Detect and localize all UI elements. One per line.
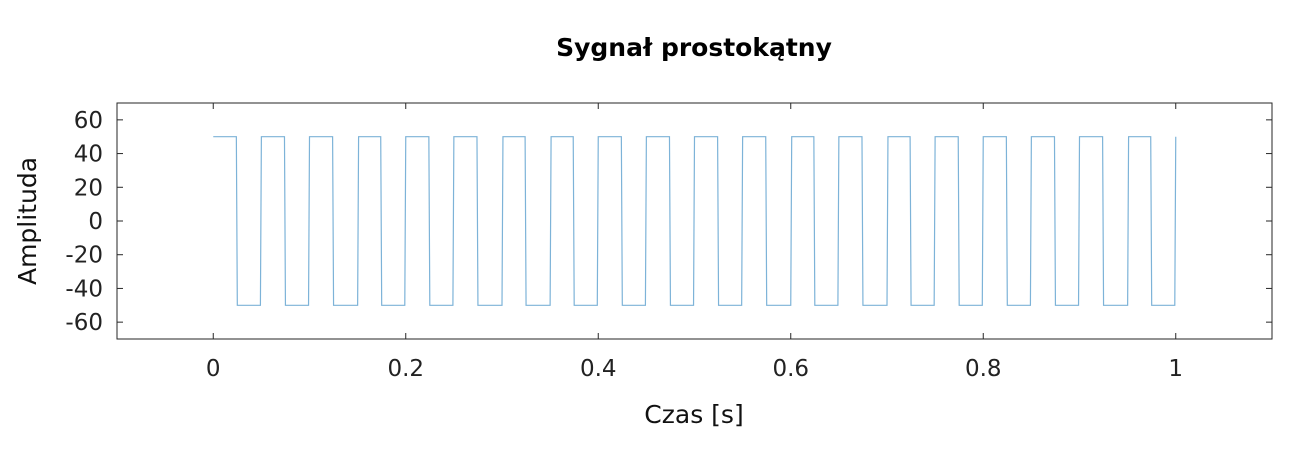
series-layer [213,136,1177,306]
x-tick-label: 0.2 [387,356,424,382]
x-tick-label: 0.8 [965,356,1002,382]
y-tick-label: -20 [65,243,103,269]
series-line [213,136,1177,306]
y-tick-label: -60 [65,310,103,336]
x-tick-label: 1 [1168,356,1183,382]
x-axis-ticks: 0 0.2 0.4 0.6 0.8 1 [206,103,1183,382]
x-axis-label: Czas [s] [644,400,743,429]
y-tick-label: 60 [74,108,103,134]
y-tick-label: 0 [88,209,103,235]
y-axis-ticks: 60 40 20 0 -20 -40 -60 [65,108,1272,336]
y-tick-label: 40 [74,142,103,168]
chart-title: Sygnał prostokątny [556,33,832,62]
y-tick-label: 20 [74,175,103,201]
y-tick-label: -40 [65,276,103,302]
y-axis-label: Amplituda [13,157,42,285]
x-tick-label: 0 [206,356,221,382]
x-tick-label: 0.4 [580,356,617,382]
x-tick-label: 0.6 [772,356,809,382]
